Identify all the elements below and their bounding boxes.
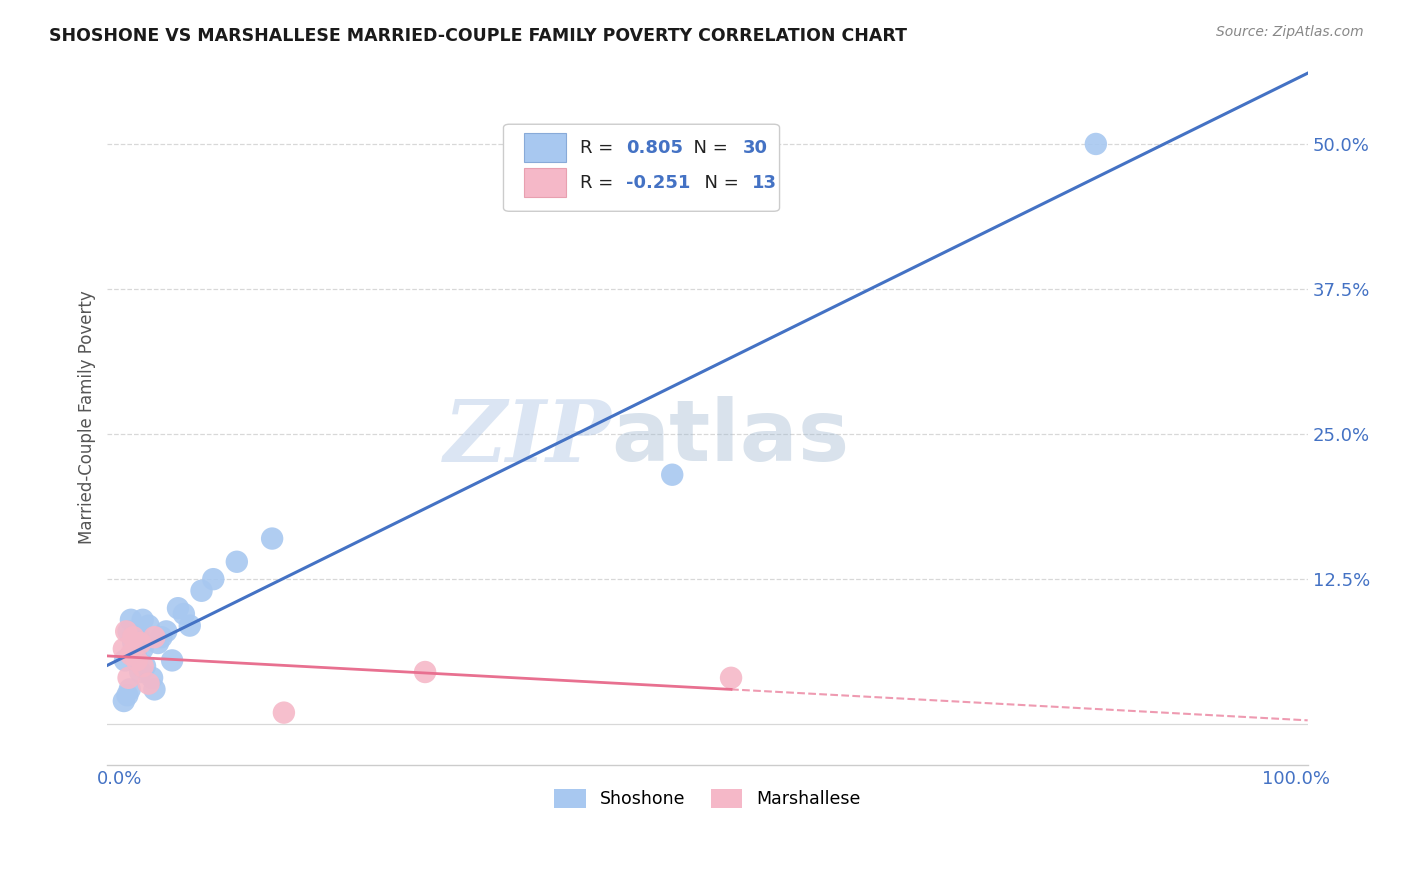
Text: N =: N = <box>693 174 745 192</box>
Text: R =: R = <box>581 174 619 192</box>
Point <box>120 613 142 627</box>
Point <box>720 671 742 685</box>
Point <box>112 641 135 656</box>
Point <box>131 659 153 673</box>
Text: SHOSHONE VS MARSHALLESE MARRIED-COUPLE FAMILY POVERTY CORRELATION CHART: SHOSHONE VS MARSHALLESE MARRIED-COUPLE F… <box>49 27 907 45</box>
Text: 0.805: 0.805 <box>626 138 683 156</box>
Point <box>125 653 148 667</box>
Point <box>413 665 436 679</box>
Point <box>129 665 152 679</box>
Text: atlas: atlas <box>612 396 849 479</box>
Point <box>262 532 284 546</box>
Point <box>124 648 146 662</box>
Point <box>122 630 145 644</box>
Point <box>167 601 190 615</box>
Point <box>115 624 138 639</box>
Text: Source: ZipAtlas.com: Source: ZipAtlas.com <box>1216 25 1364 39</box>
Point <box>125 624 148 639</box>
Point <box>173 607 195 621</box>
Point <box>117 624 139 639</box>
Text: 30: 30 <box>742 138 768 156</box>
Point <box>117 671 139 685</box>
Point <box>1084 136 1107 151</box>
Point <box>273 706 295 720</box>
Point <box>120 648 142 662</box>
Point <box>122 636 145 650</box>
Point <box>127 630 149 644</box>
Point <box>190 583 212 598</box>
Point <box>112 694 135 708</box>
Point <box>143 682 166 697</box>
FancyBboxPatch shape <box>524 133 565 162</box>
Point <box>117 688 139 702</box>
Text: 13: 13 <box>752 174 778 192</box>
Point <box>118 682 141 697</box>
Point <box>131 613 153 627</box>
Text: -0.251: -0.251 <box>626 174 690 192</box>
FancyBboxPatch shape <box>503 124 779 211</box>
FancyBboxPatch shape <box>524 168 565 197</box>
Point <box>141 671 163 685</box>
Point <box>160 653 183 667</box>
Point <box>146 636 169 650</box>
Point <box>114 653 136 667</box>
Text: N =: N = <box>682 138 734 156</box>
Point <box>138 676 160 690</box>
Point <box>134 659 156 673</box>
Point <box>202 572 225 586</box>
Point <box>225 555 247 569</box>
Point <box>138 618 160 632</box>
Legend: Shoshone, Marshallese: Shoshone, Marshallese <box>547 782 868 815</box>
Point <box>143 630 166 644</box>
Point <box>179 618 201 632</box>
Point <box>131 641 153 656</box>
Y-axis label: Married-Couple Family Poverty: Married-Couple Family Poverty <box>79 290 96 543</box>
Text: R =: R = <box>581 138 619 156</box>
Point <box>150 630 173 644</box>
Point <box>661 467 683 482</box>
Point <box>155 624 177 639</box>
Point <box>129 636 152 650</box>
Text: ZIP: ZIP <box>444 396 612 479</box>
